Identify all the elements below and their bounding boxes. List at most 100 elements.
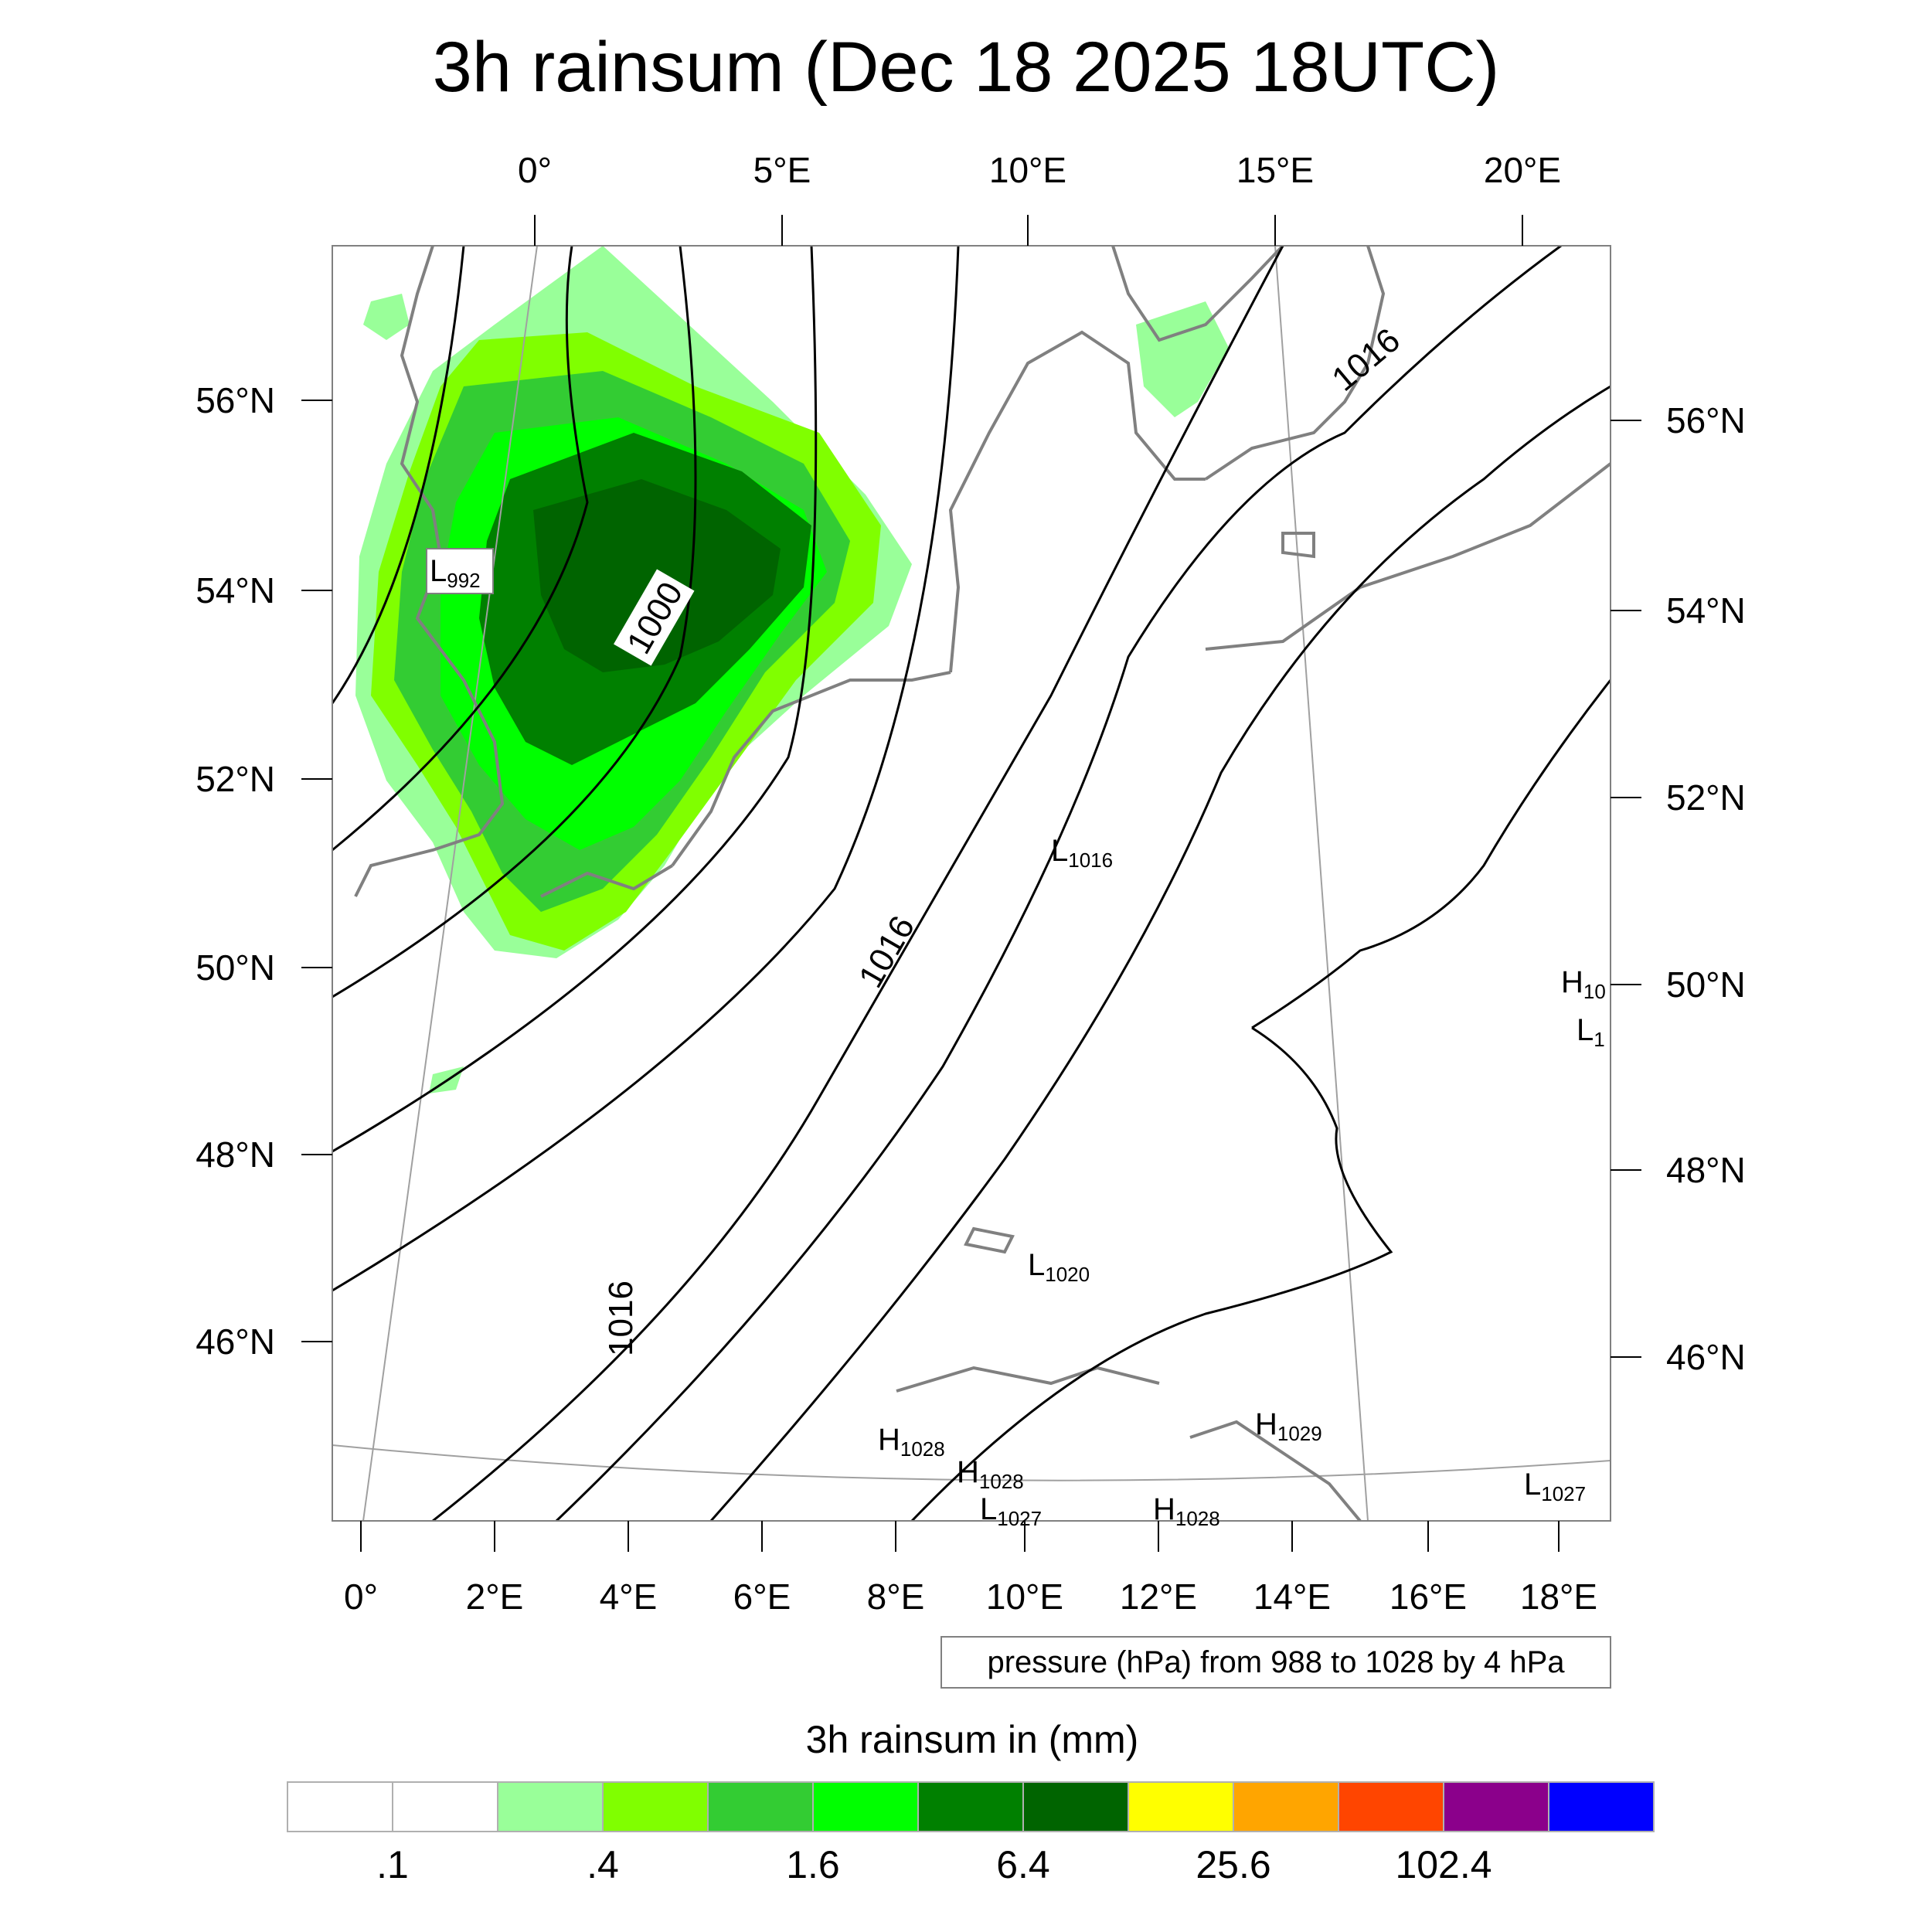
parallel-45n (332, 1444, 1611, 1481)
left-lat-label-3: 50°N (196, 947, 275, 988)
colorbar-label-1: .4 (587, 1843, 619, 1886)
top-lon-axis: 0° 5°E 10°E 15°E 20°E (518, 150, 1561, 246)
isobar-10 (1251, 679, 1611, 1029)
graticule (332, 246, 1611, 1521)
colorbar-label-4: 25.6 (1196, 1843, 1270, 1886)
colorbar-box-1 (392, 1781, 498, 1832)
colorbar-box-11 (1443, 1781, 1549, 1832)
colorbar-box-12 (1548, 1781, 1655, 1832)
coastline-ligurian (896, 1366, 1160, 1393)
right-lat-label-3: 50°N (1666, 964, 1746, 1005)
colorbar-boxes (287, 1781, 1655, 1832)
left-lat-label-1: 54°N (196, 570, 275, 611)
coastlines (354, 246, 1611, 1521)
pressure-center-8: H1028 (1153, 1492, 1220, 1530)
right-lat-label-2: 52°N (1666, 777, 1746, 818)
top-lon-label-4: 20°E (1484, 150, 1561, 190)
bottom-lon-axis: 0° 2°E 4°E 6°E 8°E 10°E 12°E 14°E 16°E 1… (344, 1521, 1597, 1617)
pressure-center-9: H10 (1561, 965, 1606, 1003)
pressure-info-text: pressure (hPa) from 988 to 1028 by 4 hPa (987, 1645, 1565, 1679)
colorbar: 3h rainsum in (mm) .1 .4 1.6 6.4 25.6 102.4 (287, 1718, 1655, 1886)
pressure-center-10: L1 (1577, 1013, 1605, 1051)
colorbar-box-7 (1022, 1781, 1129, 1832)
colorbar-box-2 (497, 1781, 604, 1832)
right-lat-label-0: 56°N (1666, 400, 1746, 440)
top-lon-label-3: 15°E (1236, 150, 1314, 190)
bottom-lon-label-9: 18°E (1520, 1577, 1597, 1617)
coastline-island-1 (1281, 532, 1315, 559)
left-lat-label-0: 56°N (196, 380, 275, 420)
pressure-center-0: L992 (430, 554, 481, 592)
pressure-center-4: H1028 (957, 1455, 1024, 1493)
isobar-6 (432, 246, 1284, 1521)
coastline-lake-1 (964, 1226, 1015, 1254)
bottom-lon-label-4: 8°E (867, 1577, 925, 1617)
right-lat-label-1: 54°N (1666, 590, 1746, 631)
pressure-info-box: pressure (hPa) from 988 to 1028 by 4 hPa (940, 1636, 1611, 1689)
colorbar-box-8 (1128, 1781, 1234, 1832)
colorbar-box-0 (287, 1781, 393, 1832)
bottom-lon-label-1: 2°E (466, 1577, 524, 1617)
bottom-lon-label-7: 14°E (1253, 1577, 1331, 1617)
contour-label-bg-1 (614, 569, 695, 666)
isobars (332, 246, 1611, 1521)
bottom-lon-label-6: 12°E (1120, 1577, 1197, 1617)
pressure-center-1: L1016 (1051, 834, 1113, 872)
isobar-9 (910, 1026, 1393, 1521)
colorbar-box-3 (602, 1781, 709, 1832)
map-frame (332, 245, 1611, 1522)
coastline-lowcountries (671, 671, 951, 867)
isobar-4 (332, 246, 818, 1153)
pressure-center-bg-0 (426, 548, 494, 594)
pressure-info-frame (940, 1636, 1611, 1689)
meridian-0 (362, 246, 538, 1521)
pressure-center-2: L1020 (1028, 1248, 1090, 1286)
colorbar-label-5: 102.4 (1395, 1843, 1492, 1886)
isobar-7 (555, 246, 1562, 1521)
bottom-lon-label-0: 0° (344, 1577, 378, 1617)
right-lat-label-5: 46°N (1666, 1337, 1746, 1377)
colorbar-box-6 (917, 1781, 1024, 1832)
left-lat-axis: 56°N 54°N 52°N 50°N 48°N 46°N (196, 380, 332, 1362)
colorbar-label-3: 6.4 (996, 1843, 1050, 1886)
colorbar-label-0: .1 (376, 1843, 409, 1886)
colorbar-label-2: 1.6 (786, 1843, 840, 1886)
contour-label-1016-c: 1016 (602, 1281, 640, 1356)
left-lat-label-5: 46°N (196, 1321, 275, 1362)
meridian-15e (1274, 246, 1369, 1521)
bottom-lon-label-5: 10°E (986, 1577, 1063, 1617)
coastline-baltic (1204, 246, 1386, 481)
bottom-lon-label-8: 16°E (1389, 1577, 1467, 1617)
pressure-center-3: H1028 (878, 1423, 945, 1461)
pressure-center-5: H1029 (1255, 1407, 1322, 1445)
coastline-channel (540, 864, 674, 898)
right-lat-label-4: 48°N (1666, 1150, 1746, 1190)
map-panel: 1000 1016 1016 1016 L992 L1016 L1020 H10… (196, 150, 1746, 1617)
isobar-2 (332, 246, 589, 852)
right-lat-axis: 56°N 54°N 52°N 50°N 48°N 46°N (1611, 400, 1746, 1377)
rain-area-light-3 (363, 294, 410, 340)
colorbar-title: 3h rainsum in (mm) (806, 1718, 1139, 1761)
rain-area-light-2 (1136, 301, 1229, 417)
isobar-3 (332, 246, 697, 998)
colorbar-labels: .1 .4 1.6 6.4 25.6 102.4 (376, 1843, 1492, 1886)
colorbar-box-4 (707, 1781, 814, 1832)
left-lat-label-4: 48°N (196, 1134, 275, 1175)
colorbar-box-10 (1338, 1781, 1444, 1832)
bottom-lon-label-2: 4°E (600, 1577, 658, 1617)
colorbar-box-9 (1233, 1781, 1339, 1832)
bottom-lon-label-3: 6°E (733, 1577, 791, 1617)
isobar-8 (709, 385, 1611, 1521)
coastline-denmark (948, 330, 1206, 673)
left-lat-label-2: 52°N (196, 759, 275, 799)
colorbar-box-5 (812, 1781, 919, 1832)
coastline-britain (354, 246, 505, 897)
coastline-adriatic (1189, 1420, 1362, 1521)
top-lon-label-1: 5°E (753, 150, 811, 190)
isobar-1 (332, 246, 465, 704)
coastline-sweden (1111, 246, 1284, 342)
pressure-center-7: L1027 (980, 1492, 1042, 1530)
pressure-center-6: L1027 (1524, 1468, 1586, 1505)
top-lon-label-2: 10°E (989, 150, 1066, 190)
